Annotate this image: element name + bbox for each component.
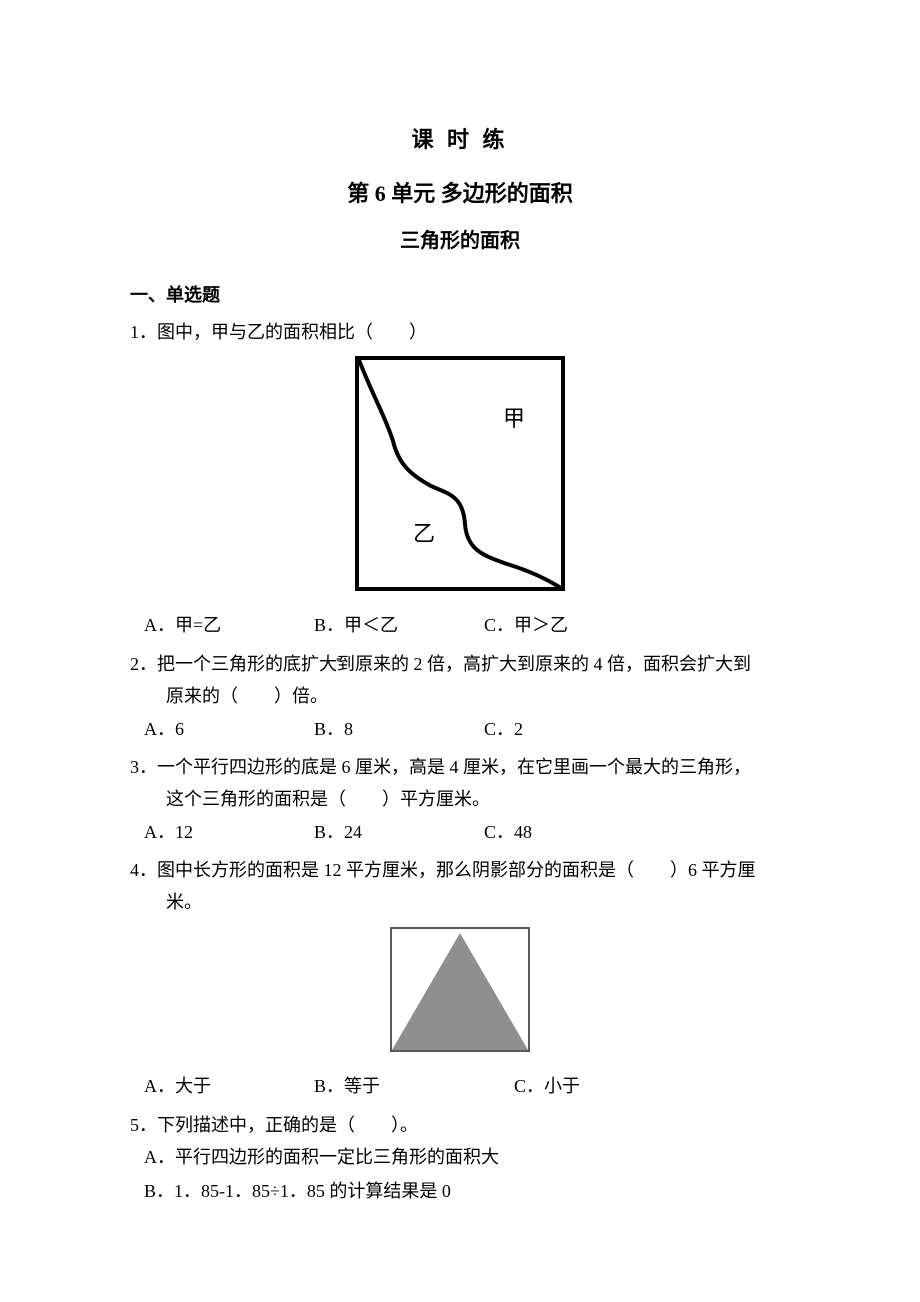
q1-options: A．甲=乙 B．甲＜乙 C．甲＞乙 <box>130 609 790 641</box>
q2-optC: C．2 <box>484 713 654 745</box>
q1-optB: B．甲＜乙 <box>314 609 484 641</box>
q2-line2: 原来的（ ）倍。 <box>130 680 790 712</box>
q2-options: A．6 B．8 C．2 <box>130 713 790 745</box>
q1-label-jia: 甲 <box>503 406 525 431</box>
q3-options: A．12 B．24 C．48 <box>130 816 790 848</box>
q1-label-yi: 乙 <box>413 521 435 546</box>
q3-optA: A．12 <box>144 816 314 848</box>
section-heading: 一、单选题 <box>130 279 790 311</box>
q4-options: A．大于 B．等于 C．小于 <box>130 1070 790 1102</box>
title-unit: 第 6 单元 多边形的面积 <box>130 174 790 214</box>
q3-line1: 3．一个平行四边形的底是 6 厘米，高是 4 厘米，在它里画一个最大的三角形， <box>130 751 790 783</box>
q3-optB: B．24 <box>314 816 484 848</box>
q2-optA: A．6 <box>144 713 314 745</box>
q4-diagram <box>390 927 530 1052</box>
question-5: 5．下列描述中，正确的是（ ）。 A．平行四边形的面积一定比三角形的面积大 B．… <box>130 1109 790 1208</box>
q4-optB: B．等于 <box>314 1070 514 1102</box>
q4-optC: C．小于 <box>514 1070 684 1102</box>
q4-optA: A．大于 <box>144 1070 314 1102</box>
q1-optC: C．甲＞乙 <box>484 609 654 641</box>
q1-text: 1．图中，甲与乙的面积相比（ ） <box>130 316 790 348</box>
question-4: 4．图中长方形的面积是 12 平方厘米，那么阴影部分的面积是（ ）6 平方厘 米… <box>130 854 790 1103</box>
title-sub: 三角形的面积 <box>130 223 790 259</box>
question-2: 2．把一个三角形的底扩大到原来的 2 倍，高扩大到原来的 4 倍，面积会扩大到 … <box>130 648 790 745</box>
q1-figure: 甲 乙 <box>130 356 790 601</box>
page-marker: ▪ <box>336 648 341 673</box>
q4-line1: 4．图中长方形的面积是 12 平方厘米，那么阴影部分的面积是（ ）6 平方厘 <box>130 854 790 886</box>
q5-text: 5．下列描述中，正确的是（ ）。 <box>130 1109 790 1141</box>
question-3: 3．一个平行四边形的底是 6 厘米，高是 4 厘米，在它里画一个最大的三角形， … <box>130 751 790 848</box>
q2-optB: B．8 <box>314 713 484 745</box>
q4-figure <box>130 927 790 1062</box>
q1-optA: A．甲=乙 <box>144 609 314 641</box>
q5-optA: A．平行四边形的面积一定比三角形的面积大 <box>130 1141 790 1173</box>
q3-optC: C．48 <box>484 816 654 848</box>
q5-optB: B．1．85-1．85÷1．85 的计算结果是 0 <box>130 1175 790 1207</box>
q2-line1: 2．把一个三角形的底扩大到原来的 2 倍，高扩大到原来的 4 倍，面积会扩大到 <box>130 648 790 680</box>
q3-line2: 这个三角形的面积是（ ）平方厘米。 <box>130 783 790 815</box>
q4-line2: 米。 <box>130 886 790 918</box>
title-main: 课 时 练 <box>130 120 790 160</box>
q1-diagram: 甲 乙 <box>355 356 565 591</box>
question-1: 1．图中，甲与乙的面积相比（ ） 甲 乙 A．甲=乙 B．甲＜乙 C．甲＞乙 <box>130 316 790 642</box>
